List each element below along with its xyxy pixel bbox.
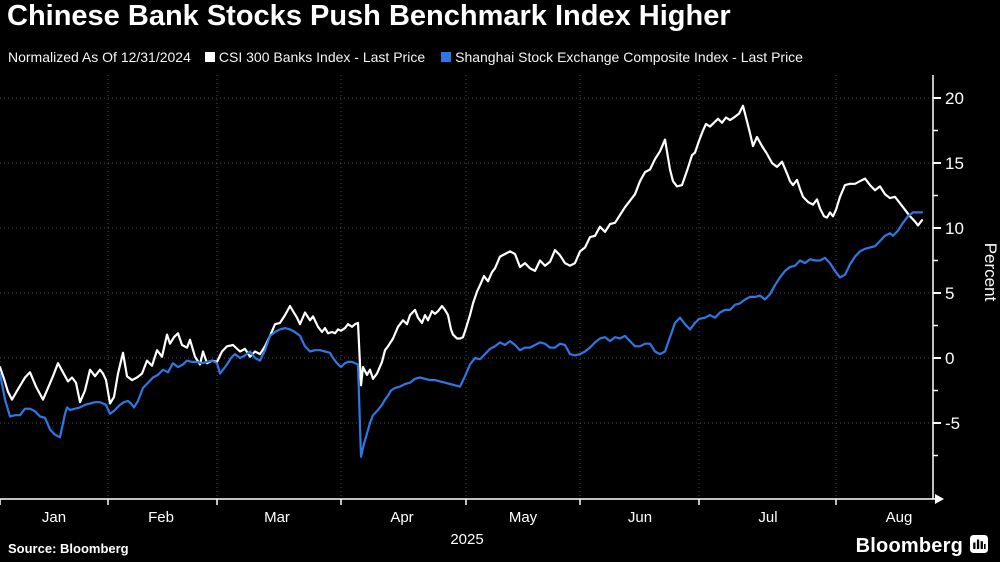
x-tick-label: Apr — [390, 509, 413, 526]
legend-swatch-csi300 — [204, 52, 215, 62]
x-tick-label: Feb — [148, 509, 174, 526]
x-tick-label: Mar — [264, 509, 290, 526]
x-axis-year-label: 2025 — [450, 531, 483, 548]
legend-item-shcomp: Shanghai Stock Exchange Composite Index … — [441, 49, 803, 65]
y-tick-label: 5 — [945, 284, 954, 303]
chart-area: 20 15 10 5 0 -5 Jan Feb Mar Apr May Jun Jul Aug 2025 Pe… — [0, 75, 1000, 562]
chart-svg: 20 15 10 5 0 -5 Jan Feb Mar Apr May Jun Jul Aug 2025 Pe… — [0, 75, 1000, 548]
legend: Normalized As Of 12/31/2024 CSI 300 Bank… — [8, 49, 819, 65]
line-csi300-banks — [0, 104, 924, 405]
y-tick-label: 15 — [945, 154, 964, 173]
bloomberg-logo-icon — [970, 535, 988, 558]
x-tick-label: Aug — [886, 509, 913, 526]
x-tick-label: Jul — [758, 509, 777, 526]
bloomberg-wordmark: Bloomberg — [855, 535, 963, 557]
x-tick-label: May — [509, 509, 538, 526]
x-axis-arrow — [935, 494, 944, 504]
x-tick-label: Jun — [628, 509, 652, 526]
legend-label-csi300: CSI 300 Banks Index - Last Price — [218, 49, 426, 65]
y-axis-title: Percent — [981, 243, 1000, 302]
legend-normalized-label: Normalized As Of 12/31/2024 — [8, 49, 191, 65]
legend-swatch-shcomp — [441, 52, 452, 62]
legend-label-shcomp: Shanghai Stock Exchange Composite Index … — [455, 49, 803, 65]
bloomberg-logo: Bloomberg — [856, 535, 988, 558]
y-tick-label: 20 — [945, 89, 964, 108]
legend-item-csi300: CSI 300 Banks Index - Last Price — [204, 49, 426, 65]
source-credit: Source: Bloomberg — [8, 541, 129, 556]
y-tick-label: -5 — [945, 414, 960, 433]
y-tick-label: 0 — [945, 349, 954, 368]
x-tick-label: Jan — [42, 509, 66, 526]
line-shanghai-composite — [0, 211, 924, 458]
y-tick-label: 10 — [945, 219, 964, 238]
page-title: Chinese Bank Stocks Push Benchmark Index… — [7, 0, 731, 32]
